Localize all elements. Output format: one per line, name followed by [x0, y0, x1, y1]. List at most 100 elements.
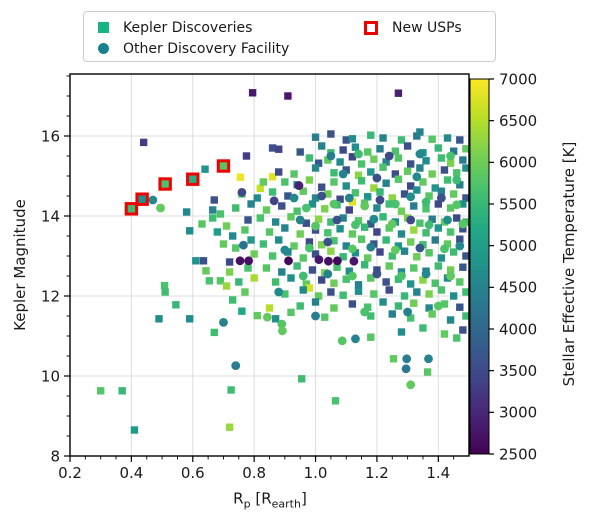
scatter-point-circle — [324, 256, 333, 266]
scatter-point-circle — [332, 215, 342, 225]
scatter-point-circle — [277, 319, 287, 329]
scatter-point-circle — [311, 221, 320, 231]
x-tick-label: 0.6 — [181, 464, 205, 482]
scatter-point-square — [367, 220, 375, 228]
scatter-point-square — [462, 145, 470, 153]
scatter-point-square — [336, 158, 344, 166]
legend-column-left: Kepler Discoveries Other Discovery Facil… — [98, 17, 289, 59]
x-tick-label: 1.4 — [426, 464, 450, 482]
scatter-point-square — [317, 183, 326, 191]
scatter-point-square — [410, 202, 418, 210]
scatter-point-square — [311, 250, 320, 258]
scatter-point-square — [259, 178, 268, 186]
colorbar-tick-label: 6000 — [499, 154, 537, 172]
scatter-point-circle — [372, 269, 382, 279]
scatter-point-circle — [280, 245, 290, 255]
scatter-point-square — [213, 228, 222, 236]
scatter-point-square — [394, 175, 403, 183]
scatter-point-square — [336, 225, 344, 233]
colorbar-tick-label: 3000 — [499, 404, 537, 422]
scatter-point-square — [324, 190, 332, 198]
scatter-point-square — [456, 235, 464, 243]
scatter-point-circle — [424, 354, 433, 364]
scatter-point-square — [130, 426, 139, 434]
scatter-point-square — [406, 314, 415, 322]
scatter-point-square — [434, 224, 443, 232]
scatter-point-square — [434, 200, 443, 208]
scatter-point-square — [437, 154, 446, 162]
scatter-point-square — [321, 313, 329, 321]
scatter-point-circle — [452, 175, 462, 185]
scatter-point-circle — [360, 201, 370, 211]
scatter-point-square — [403, 167, 412, 175]
scatter-point-new-usp — [135, 192, 149, 206]
new-usps-open-square-icon — [364, 20, 378, 35]
scatter-point-circle — [354, 149, 363, 159]
scatter-point-circle — [403, 307, 413, 317]
scatter-point-square — [385, 224, 393, 232]
scatter-point-square — [324, 156, 332, 164]
scatter-point-square — [321, 205, 329, 213]
scatter-point-square — [410, 264, 418, 272]
scatter-point-circle — [344, 193, 354, 203]
scatter-point-square — [345, 206, 353, 214]
scatter-point-square — [431, 236, 439, 244]
colorbar-tick-label: 5500 — [499, 195, 537, 213]
scatter-point-square — [199, 257, 208, 265]
legend: Kepler Discoveries Other Discovery Facil… — [83, 11, 496, 62]
scatter-point-circle — [323, 269, 333, 279]
scatter-point-square — [317, 276, 326, 284]
scatter-point-square — [287, 274, 295, 282]
scatter-point-square — [400, 292, 409, 300]
scatter-point-circle — [332, 256, 342, 266]
scatter-point-circle — [390, 245, 400, 255]
scatter-point-circle — [244, 256, 254, 266]
scatter-point-circle — [337, 336, 347, 346]
scatter-point-square — [327, 130, 335, 138]
colorbar-tick-label: 4000 — [499, 320, 537, 338]
scatter-point-square — [281, 290, 289, 298]
scatter-point-square — [339, 291, 347, 299]
scatter-point-circle — [277, 326, 287, 336]
scatter-point-square — [241, 288, 249, 296]
scatter-point-square — [422, 229, 430, 237]
scatter-point-circle — [294, 181, 304, 191]
scatter-point-square — [385, 200, 393, 208]
scatter-point-square — [314, 292, 323, 300]
scatter-point-square — [394, 275, 403, 283]
scatter-point-square — [342, 182, 350, 190]
scatter-point-square — [385, 262, 393, 270]
scatter-point-circle — [295, 215, 305, 225]
scatter-point-circle — [148, 195, 158, 205]
scatter-point-square — [382, 158, 390, 166]
scatter-point-square — [388, 252, 396, 260]
scatter-point-circle — [366, 242, 376, 252]
scatter-point-square — [462, 312, 470, 320]
scatter-point-square — [290, 242, 298, 250]
legend-item-other-discovery-facility: Other Discovery Facility — [98, 38, 289, 59]
scatter-point-square — [209, 214, 217, 222]
colorbar-tick-label: 4500 — [499, 279, 537, 297]
scatter-point-square — [400, 190, 409, 198]
scatter-point-circle — [329, 199, 339, 209]
scatter-point-square — [268, 188, 277, 196]
scatter-point-square — [459, 326, 467, 334]
scatter-point-square — [406, 182, 415, 190]
scatter-point-square — [431, 184, 439, 192]
scatter-point-square — [290, 170, 298, 178]
scatter-point-square — [314, 159, 323, 167]
scatter-point-circle — [372, 173, 382, 183]
legend-item-kepler-discoveries: Kepler Discoveries — [98, 17, 289, 38]
scatter-point-square — [428, 215, 436, 223]
scatter-point-square — [232, 204, 240, 212]
scatter-point-square — [367, 274, 375, 282]
scatter-point-square — [253, 194, 261, 202]
scatter-point-square — [370, 155, 378, 163]
scatter-point-square — [293, 207, 301, 215]
scatter-point-square — [391, 147, 400, 155]
scatter-point-square — [443, 176, 452, 184]
scatter-point-square — [367, 312, 375, 320]
scatter-point-square — [209, 206, 217, 214]
y-axis-label: Kepler Magnitude — [11, 199, 29, 331]
scatter-point-circle — [351, 220, 360, 230]
